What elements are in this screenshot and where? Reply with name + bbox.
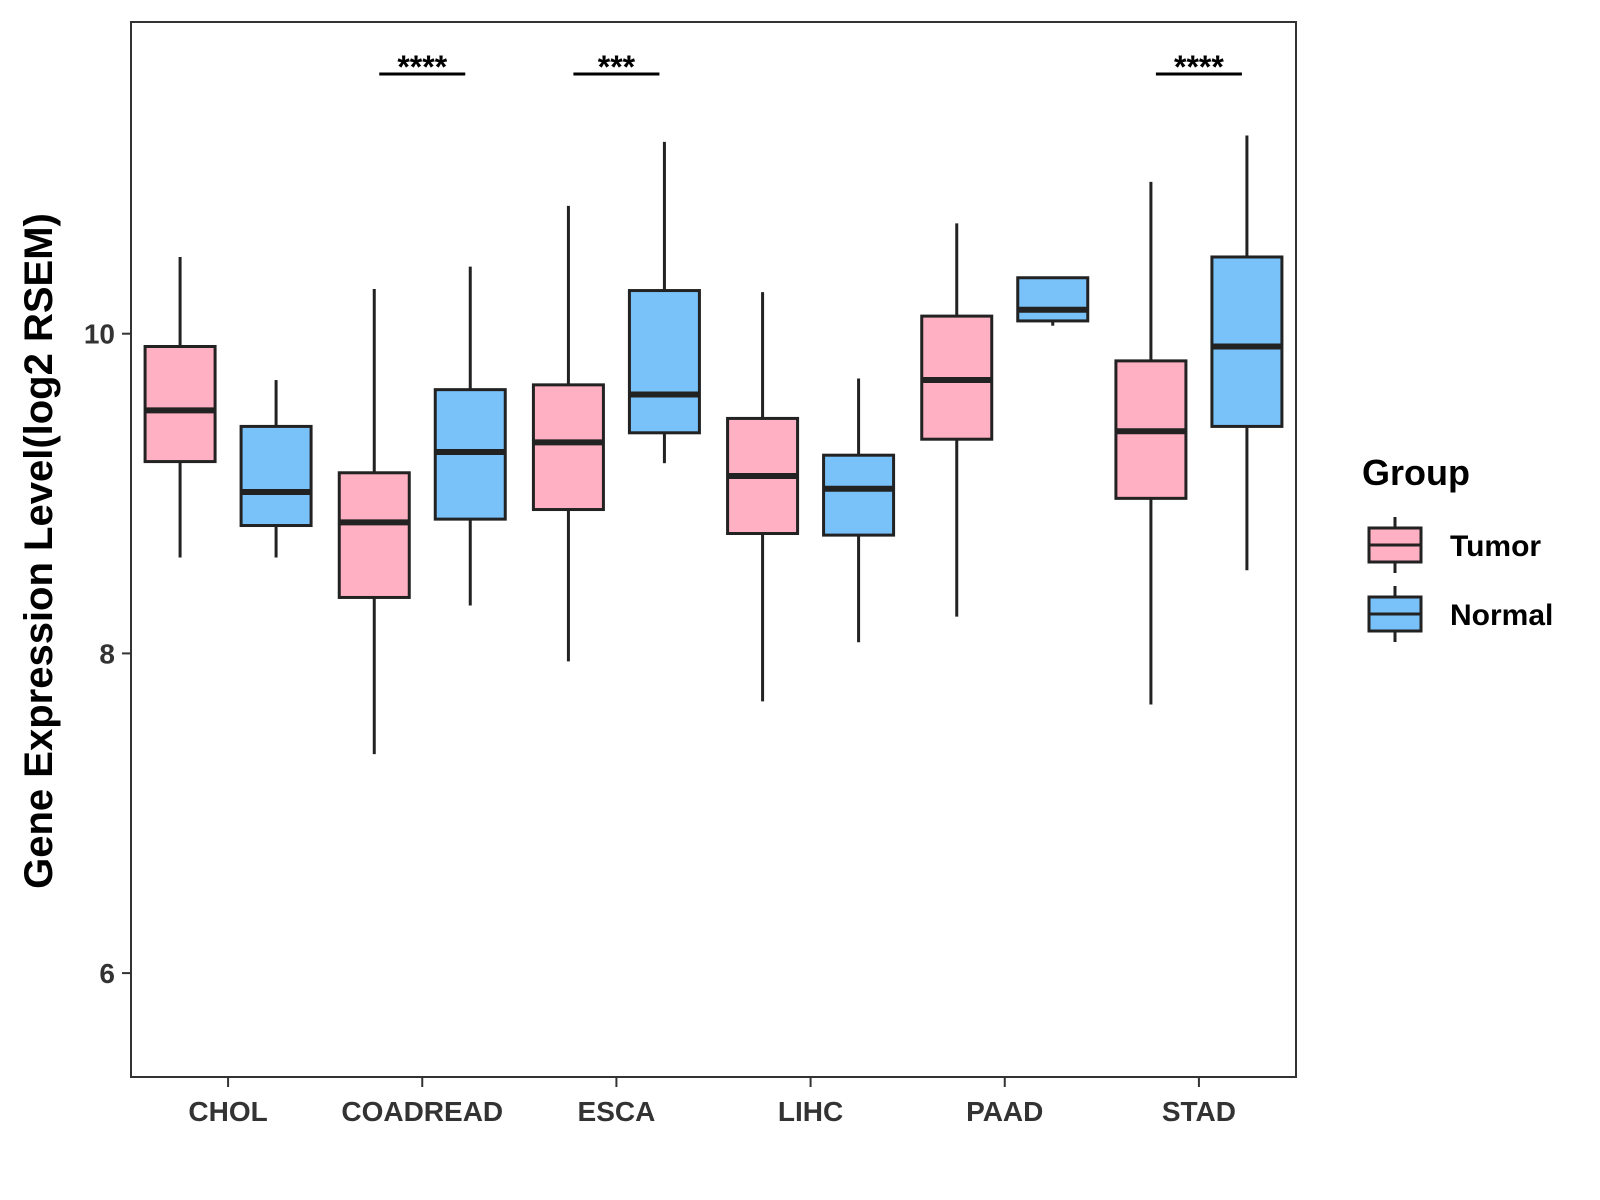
legend-entry-tumor: Tumor: [1367, 517, 1541, 573]
x-tick-label-chol: CHOL: [188, 1096, 267, 1127]
box-tumor-chol: [143, 256, 217, 558]
significance-esca: ***: [573, 49, 660, 85]
significance-stad: ****: [1155, 49, 1242, 85]
legend-title: Group: [1362, 452, 1470, 493]
box-body: [143, 344, 217, 464]
significance-label: ****: [397, 49, 447, 85]
plot-area: **** *** ****: [130, 21, 1297, 1078]
legend-entry-normal: Normal: [1367, 586, 1553, 642]
box-tumor-esca: [531, 205, 605, 662]
box-normal-esca: [627, 141, 701, 464]
y-axis-label: Gene Expression Level(log2 RSEM): [17, 213, 61, 889]
y-tick-label: 6: [99, 958, 115, 989]
box-body: [531, 383, 605, 512]
box-normal-chol: [239, 380, 313, 558]
y-tick-label: 10: [84, 319, 115, 350]
legend: Group Tumor Normal: [1362, 452, 1553, 642]
box-body: [1016, 276, 1090, 323]
y-axis: 6 8 10: [84, 319, 131, 989]
y-tick-label: 8: [99, 638, 115, 669]
box-tumor-paad: [920, 223, 994, 617]
x-tick-label-paad: PAAD: [966, 1096, 1043, 1127]
series-tumor: [143, 181, 1188, 755]
x-tick-label-lihc: LIHC: [778, 1096, 843, 1127]
box-normal-coadread: [433, 266, 507, 606]
x-axis: CHOL COADREAD ESCA LIHC PAAD STAD: [188, 1077, 1236, 1127]
x-tick-label-stad: STAD: [1162, 1096, 1236, 1127]
x-tick-label-coadread: COADREAD: [341, 1096, 503, 1127]
box-body: [822, 453, 896, 537]
box-body: [1210, 255, 1284, 428]
box-normal-lihc: [822, 378, 896, 643]
legend-label-tumor: Tumor: [1450, 530, 1541, 563]
box-body: [337, 471, 411, 599]
box-tumor-lihc: [726, 292, 800, 702]
series-normal: [239, 135, 1284, 643]
x-tick-label-esca: ESCA: [578, 1096, 656, 1127]
significance-label: ***: [598, 49, 636, 85]
panel-border: [130, 21, 1297, 1078]
box-body: [239, 424, 313, 528]
significance-coadread: ****: [379, 49, 466, 85]
box-tumor-stad: [1114, 181, 1188, 705]
box-body: [627, 289, 701, 435]
box-tumor-coadread: [337, 288, 411, 755]
box-normal-stad: [1210, 135, 1284, 571]
legend-label-normal: Normal: [1450, 599, 1553, 632]
box-normal-paad: [1016, 276, 1090, 326]
significance-label: ****: [1174, 49, 1224, 85]
